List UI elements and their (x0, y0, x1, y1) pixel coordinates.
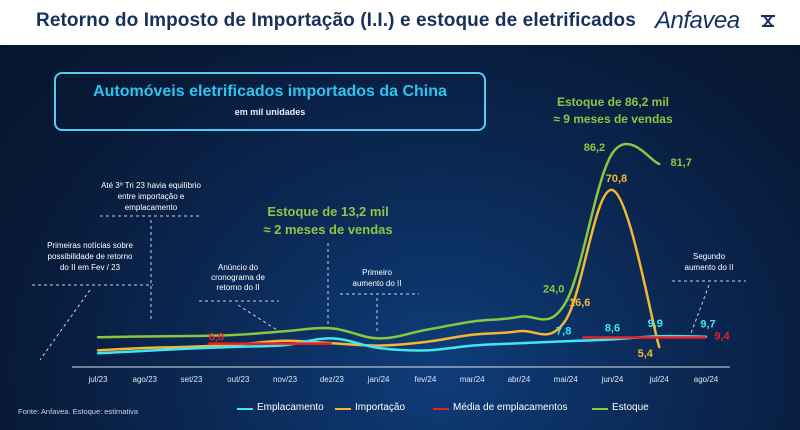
x-tick-label: nov/23 (273, 375, 298, 384)
source-note: Fonte: Anfavea. Estoque: estimativa (18, 407, 139, 416)
annotation-first-increase: Primeiro (362, 268, 392, 277)
annotation-second-increase: aumento do II (685, 263, 734, 272)
data-label: 24,0 (543, 283, 564, 295)
data-label: 9,4 (714, 330, 730, 342)
annotation-layer: Primeiras notícias sobre possibilidade de… (32, 95, 746, 361)
anfavea-logo: Anfavea (655, 7, 740, 34)
page-title: Retorno do Imposto de Importação (I.I.) … (36, 10, 636, 31)
series-line-emplacamento (96, 334, 708, 355)
data-label: 9,7 (700, 319, 715, 331)
legend-swatch (237, 408, 253, 410)
x-tick-label: mar/24 (460, 375, 485, 384)
x-tick-label: jul/23 (87, 375, 108, 384)
legend-swatch (335, 408, 351, 410)
legend-swatch (592, 408, 608, 410)
annotation-second-increase: Segundo (693, 252, 726, 261)
x-tick-label: jul/24 (649, 375, 670, 384)
series-line-importacao (96, 188, 661, 352)
annotation-announcement: Anúncio do (218, 263, 259, 272)
annotation-first-news: do II em Fev / 23 (60, 263, 121, 272)
legend-label: Estoque (612, 402, 649, 413)
annotation-stock-86-2: ≈ 9 meses de vendas (553, 112, 673, 126)
data-label: 5,4 (638, 348, 654, 360)
annotation-equilibrium: entre importação e (118, 192, 185, 201)
x-tick-label: mai/24 (554, 375, 579, 384)
series-line-estoque (96, 142, 661, 340)
annotation-equilibrium: emplacamento (125, 203, 178, 212)
legend-label: Emplacamento (257, 402, 324, 413)
chart-subtitle: em mil unidades (234, 107, 306, 117)
annotation-stock-13-2: Estoque de 13,2 mil (267, 204, 388, 219)
annotation-announcement: retorno do II (216, 283, 259, 292)
annotation-leader (39, 289, 91, 361)
data-label: 81,7 (671, 157, 692, 169)
legend-swatch (433, 408, 449, 410)
x-tick-label: out/23 (227, 375, 250, 384)
x-axis: jul/23 ago/23 set/23 out/23 nov/23 dez/23 jan/… (72, 366, 730, 384)
x-tick-label: abr/24 (508, 375, 531, 384)
legend-label: Média de emplacamentos (453, 402, 568, 413)
data-label-layer: 6,8 24,0 16,6 7,8 8,6 86,2 70,8 81,7 9,9 5,4 9,79,… (209, 142, 731, 360)
x-tick-label: jan/24 (367, 375, 390, 384)
annotation-first-news: possibilidade de retorno (48, 252, 133, 261)
anfavea-logo-icon (761, 15, 775, 27)
data-label: 6,8 (209, 332, 224, 344)
x-tick-label: ago/24 (694, 375, 719, 384)
chart-title-box: Automóveis eletrificados importados da C… (54, 72, 486, 131)
x-tick-label: jun/24 (601, 375, 624, 384)
annotation-stock-13-2: ≈ 2 meses de vendas (263, 222, 392, 237)
annotation-equilibrium: Até 3º Tri 23 havia equilíbrio (101, 181, 201, 190)
annotation-stock-86-2: Estoque de 86,2 mil (557, 95, 669, 109)
annotation-first-increase: aumento do II (353, 279, 402, 288)
header-bar: Retorno do Imposto de Importação (I.I.) … (0, 0, 800, 45)
annotation-announcement: cronograma de (211, 273, 265, 282)
series-layer (96, 142, 708, 355)
x-tick-label: dez/23 (320, 375, 345, 384)
chart-title: Automóveis eletrificados importados da C… (93, 83, 447, 100)
legend-label: Importação (355, 402, 406, 413)
annotation-leader (237, 304, 278, 331)
annotation-first-news: Primeiras notícias sobre (47, 241, 133, 250)
x-tick-label: ago/23 (133, 375, 158, 384)
data-label: 9,9 (648, 318, 663, 330)
data-label: 16,6 (569, 297, 590, 309)
data-label: 8,6 (605, 322, 620, 334)
data-label: 70,8 (606, 173, 627, 185)
x-tick-label: fev/24 (414, 375, 436, 384)
x-tick-label: set/23 (181, 375, 203, 384)
chart-legend: Emplacamento Importação Média de emplaca… (237, 402, 657, 416)
data-label: 7,8 (556, 325, 571, 337)
data-label: 86,2 (584, 142, 605, 154)
